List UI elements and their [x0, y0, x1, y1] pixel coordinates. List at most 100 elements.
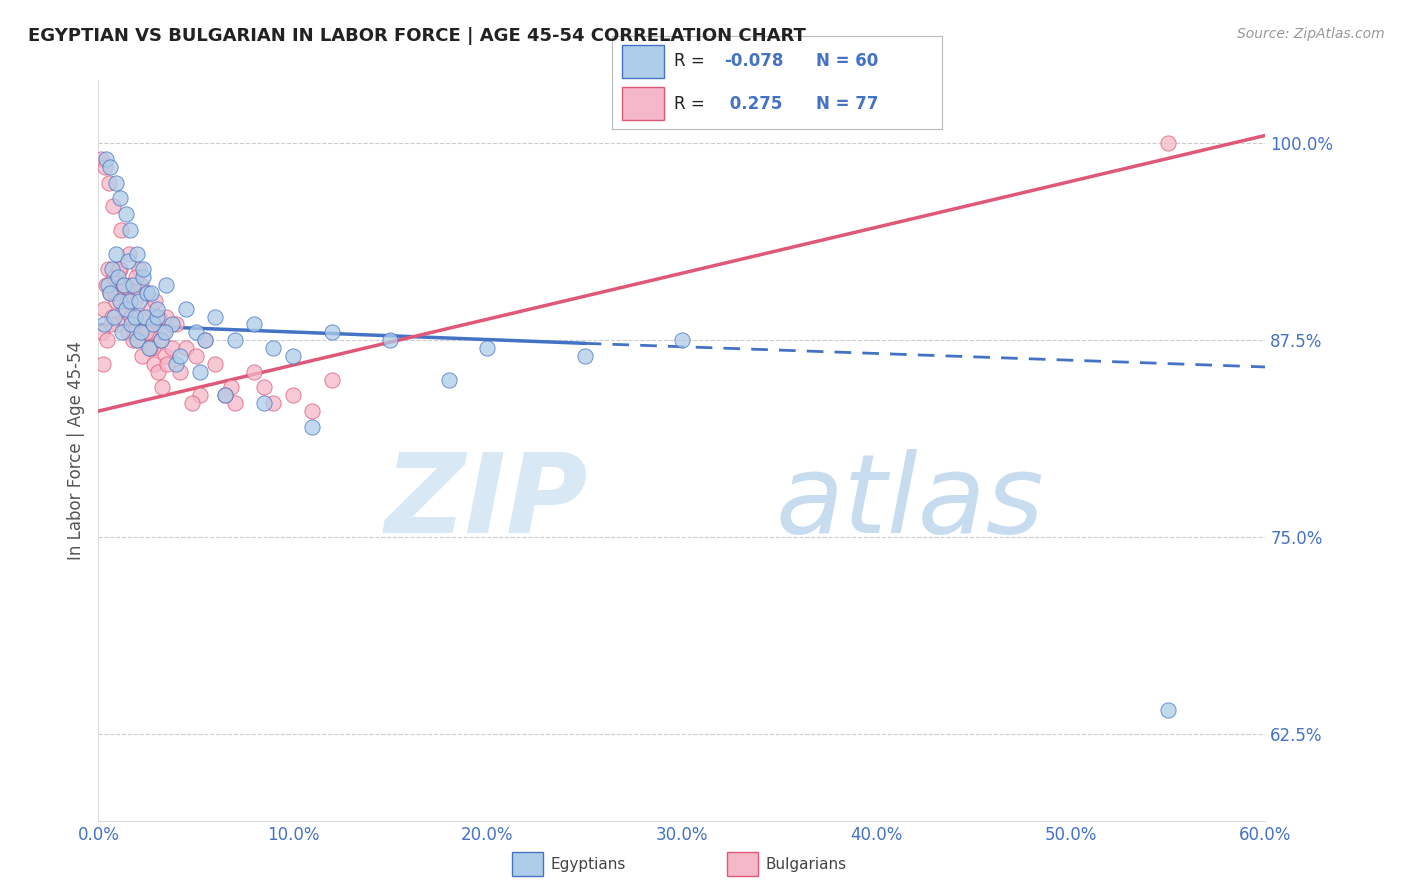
Point: [118, 278, 141, 293]
Point: [128, 293, 150, 308]
Point: [128, 262, 150, 277]
Point: [149, 333, 172, 347]
Point: [101, 199, 124, 213]
Point: [138, 341, 160, 355]
Point: [253, 380, 276, 394]
Point: [120, 310, 142, 324]
Point: [96, 333, 118, 347]
Point: [91, 326, 114, 340]
Point: [1157, 136, 1180, 151]
Point: [180, 396, 202, 410]
Point: [184, 349, 207, 363]
Point: [162, 318, 184, 332]
Point: [153, 349, 176, 363]
Point: [131, 349, 153, 363]
Text: R =: R =: [675, 95, 710, 112]
Point: [111, 326, 134, 340]
Point: [152, 326, 174, 340]
Point: [132, 310, 155, 324]
Point: [146, 310, 169, 324]
Point: [122, 278, 145, 293]
Point: [127, 333, 149, 347]
Point: [139, 301, 162, 316]
Text: R =: R =: [675, 53, 710, 70]
Point: [194, 333, 217, 347]
Point: [90, 152, 112, 166]
Point: [146, 365, 169, 379]
Point: [107, 318, 129, 332]
Point: [104, 285, 127, 300]
Y-axis label: In Labor Force | Age 45-54: In Labor Force | Age 45-54: [66, 341, 84, 560]
Point: [169, 349, 191, 363]
Point: [117, 326, 139, 340]
Point: [301, 404, 323, 418]
Point: [103, 310, 125, 324]
Point: [104, 293, 127, 308]
Point: [184, 326, 207, 340]
Text: -0.078: -0.078: [724, 53, 783, 70]
Point: [114, 207, 136, 221]
Point: [103, 270, 125, 285]
Point: [100, 318, 122, 332]
Point: [194, 333, 217, 347]
Point: [174, 341, 197, 355]
Point: [671, 333, 693, 347]
Point: [262, 341, 284, 355]
Point: [98, 285, 121, 300]
Point: [117, 246, 139, 260]
Point: [114, 301, 136, 316]
Point: [127, 333, 149, 347]
Point: [107, 270, 129, 285]
Point: [155, 278, 177, 293]
Point: [108, 262, 131, 277]
Point: [136, 285, 159, 300]
Point: [132, 270, 155, 285]
Point: [134, 333, 156, 347]
Point: [98, 176, 121, 190]
Point: [214, 388, 236, 402]
Point: [132, 262, 155, 277]
Point: [142, 318, 165, 332]
Point: [91, 357, 114, 371]
Bar: [621, 87, 665, 120]
Point: [148, 310, 170, 324]
Point: [301, 420, 323, 434]
Point: [97, 278, 120, 293]
Text: Bulgarians: Bulgarians: [765, 857, 846, 871]
Point: [118, 223, 141, 237]
Point: [281, 349, 304, 363]
Point: [97, 262, 120, 277]
Point: [101, 310, 124, 324]
Point: [174, 301, 197, 316]
Point: [162, 341, 184, 355]
Point: [108, 262, 131, 277]
Point: [122, 333, 145, 347]
Text: Source: ZipAtlas.com: Source: ZipAtlas.com: [1237, 27, 1385, 41]
Point: [129, 326, 152, 340]
Point: [117, 254, 139, 268]
Point: [281, 388, 304, 402]
Point: [127, 318, 149, 332]
Point: [111, 278, 134, 293]
Point: [321, 373, 343, 387]
Point: [121, 310, 143, 324]
Bar: [621, 45, 665, 78]
Point: [93, 301, 115, 316]
Point: [111, 278, 134, 293]
Point: [214, 388, 236, 402]
Point: [114, 285, 136, 300]
Point: [96, 278, 118, 293]
Text: N = 60: N = 60: [817, 53, 879, 70]
Text: atlas: atlas: [775, 449, 1043, 556]
Point: [224, 333, 246, 347]
Point: [129, 278, 152, 293]
Point: [98, 285, 121, 300]
Point: [149, 333, 172, 347]
Point: [574, 349, 596, 363]
Point: [253, 396, 276, 410]
Point: [243, 318, 266, 332]
Point: [112, 278, 135, 293]
Point: [169, 365, 191, 379]
Point: [165, 318, 187, 332]
Point: [204, 357, 226, 371]
